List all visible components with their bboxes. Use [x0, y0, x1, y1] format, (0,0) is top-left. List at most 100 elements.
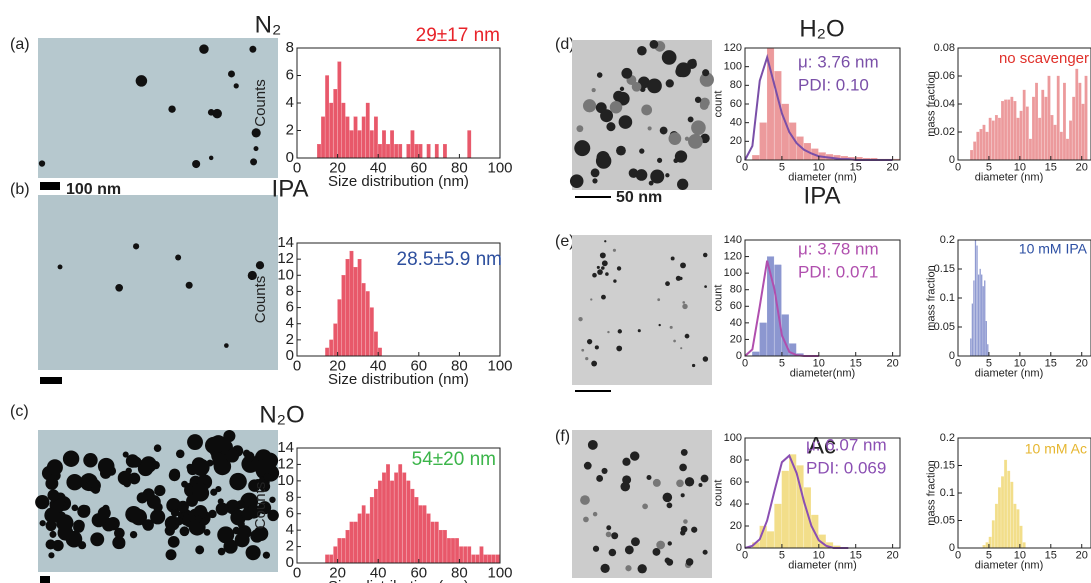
particle [622, 457, 631, 466]
chart-title: N₂ [255, 11, 282, 38]
particle [44, 507, 61, 524]
scale-bar [40, 576, 50, 583]
micrograph [38, 195, 278, 370]
bar [988, 117, 992, 161]
bar [1081, 103, 1085, 161]
particle [679, 463, 687, 472]
x-tick-label: 60 [410, 564, 427, 581]
annotation: no scavenger [999, 50, 1089, 67]
y-tick-label: 6 [286, 505, 294, 522]
y-tick-label: 120 [724, 42, 742, 54]
bar [333, 323, 338, 357]
bar [398, 144, 403, 159]
bar [349, 130, 354, 159]
annotation: μ: 3.76 nm [798, 52, 879, 71]
particle [677, 178, 689, 190]
annotation: μ: 6.07 nm [806, 435, 887, 454]
panel-label: (d) [555, 36, 575, 53]
bar [406, 144, 411, 159]
y-tick-label: 0 [736, 154, 742, 166]
x-tick-label: 5 [779, 162, 785, 174]
particle [236, 500, 246, 510]
particle [195, 515, 202, 522]
particle [249, 45, 257, 53]
bar [443, 529, 447, 564]
bar [1016, 509, 1020, 549]
particle [151, 461, 160, 470]
bar [357, 130, 362, 159]
particle [215, 502, 229, 516]
bar [994, 115, 998, 161]
particle [702, 69, 710, 77]
bar [333, 89, 338, 159]
y-tick-label: 12 [277, 455, 294, 472]
particle [209, 435, 227, 453]
particle [665, 281, 670, 287]
particle [203, 528, 211, 536]
particle [165, 549, 177, 561]
particle [687, 59, 697, 69]
particle [255, 261, 265, 270]
y-axis-label: count [713, 285, 725, 312]
bar [365, 513, 370, 564]
x-tick-label: 0 [742, 550, 748, 562]
particle [57, 264, 63, 270]
bar [1072, 96, 1076, 161]
micrograph [38, 38, 278, 178]
particle [666, 502, 673, 509]
particle [587, 439, 598, 450]
particle [612, 248, 617, 252]
y-tick-label: 0 [949, 350, 955, 362]
particle [604, 240, 607, 243]
particle [78, 541, 87, 550]
particle [578, 316, 583, 322]
plot-frame [957, 239, 1091, 357]
bar [1001, 101, 1004, 161]
y-axis-label: mass fraction [926, 265, 938, 330]
bar [1004, 459, 1008, 549]
particle [630, 537, 640, 547]
particle [208, 155, 214, 161]
bar [1028, 138, 1032, 161]
particle [631, 81, 642, 92]
bar [495, 554, 500, 564]
particle [611, 532, 619, 540]
particle [597, 269, 603, 275]
bar [491, 554, 496, 564]
panel-label: (a) [10, 36, 30, 53]
x-tick-label: 20 [329, 564, 346, 581]
bar [1019, 110, 1023, 161]
bar [447, 538, 451, 564]
annotation: 54±20 nm [412, 449, 496, 470]
particle [662, 492, 673, 503]
bar [1041, 89, 1045, 161]
particle [680, 448, 688, 456]
bar [414, 497, 419, 564]
scale-bar [40, 377, 62, 384]
y-tick-label: 6 [286, 299, 294, 316]
particle [115, 283, 123, 292]
y-axis-label: Counts [252, 79, 269, 127]
particle [208, 509, 217, 519]
particle [153, 444, 162, 452]
bar [1047, 75, 1051, 161]
particle [680, 493, 685, 498]
micrograph [572, 235, 712, 385]
annotation: 28.5±5.9 nm [397, 249, 503, 270]
bar [985, 131, 989, 161]
bar [430, 521, 435, 564]
bar [341, 275, 346, 357]
bar [487, 554, 492, 564]
chart-title: H₂O [799, 15, 844, 42]
x-tick-label: 10 [813, 358, 825, 370]
particle [652, 478, 661, 487]
bar [1066, 138, 1069, 161]
bar [991, 520, 995, 549]
bar [1013, 101, 1017, 161]
particle [582, 99, 597, 113]
bar [373, 331, 378, 357]
annotation: 10 mM Ac [1025, 441, 1087, 457]
bar [329, 554, 334, 564]
particle [73, 521, 85, 533]
